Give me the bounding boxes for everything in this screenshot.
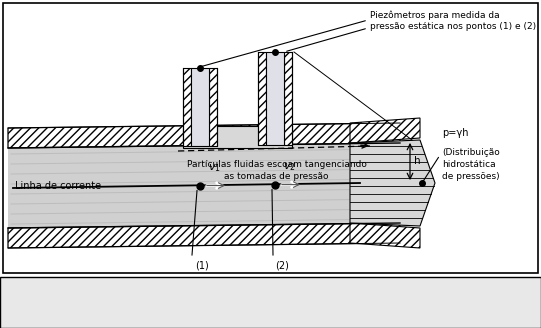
Polygon shape	[8, 143, 400, 228]
Bar	[266, 52, 284, 145]
Text: p=γh: p=γh	[442, 128, 469, 138]
Bar	[183, 68, 191, 146]
Bar	[258, 52, 266, 145]
Text: (2): (2)	[275, 260, 289, 270]
Text: (Distribuição
hidrostática
de pressões): (Distribuição hidrostática de pressões)	[442, 148, 500, 181]
Bar	[209, 68, 217, 146]
Text: nos pontos (1) e (2) pertencentes à mesma linha de corrente e dois piezômetros: nos pontos (1) e (2) pertencentes à mesm…	[73, 299, 439, 309]
Bar	[183, 126, 292, 148]
Text: Linha de corrente: Linha de corrente	[15, 181, 101, 191]
Text: Piezômetros para medida da
pressão estática nos pontos (1) e (2): Piezômetros para medida da pressão estát…	[370, 10, 536, 31]
Text: Partículas fluidas escoam tangenciando
as tomadas de pressão: Partículas fluidas escoam tangenciando a…	[187, 160, 366, 181]
Polygon shape	[8, 123, 400, 148]
Bar	[3, 3, 538, 273]
Polygon shape	[350, 223, 420, 248]
Bar	[284, 52, 292, 145]
Polygon shape	[8, 223, 400, 248]
Text: (1): (1)	[195, 260, 209, 270]
Text: FIGURA 4.5: FIGURA 4.5	[6, 285, 63, 294]
Polygon shape	[350, 118, 420, 143]
Text: $v_1$: $v_1$	[208, 162, 220, 174]
Bar	[191, 68, 209, 146]
Text: $v_2$: $v_2$	[282, 161, 295, 173]
Text: Escoamento através de uma tubulação, onde estão indicadas as velocidades: Escoamento através de uma tubulação, ond…	[73, 285, 422, 295]
Text: h: h	[414, 156, 420, 167]
Polygon shape	[350, 140, 435, 226]
Bar	[0, 277, 541, 328]
